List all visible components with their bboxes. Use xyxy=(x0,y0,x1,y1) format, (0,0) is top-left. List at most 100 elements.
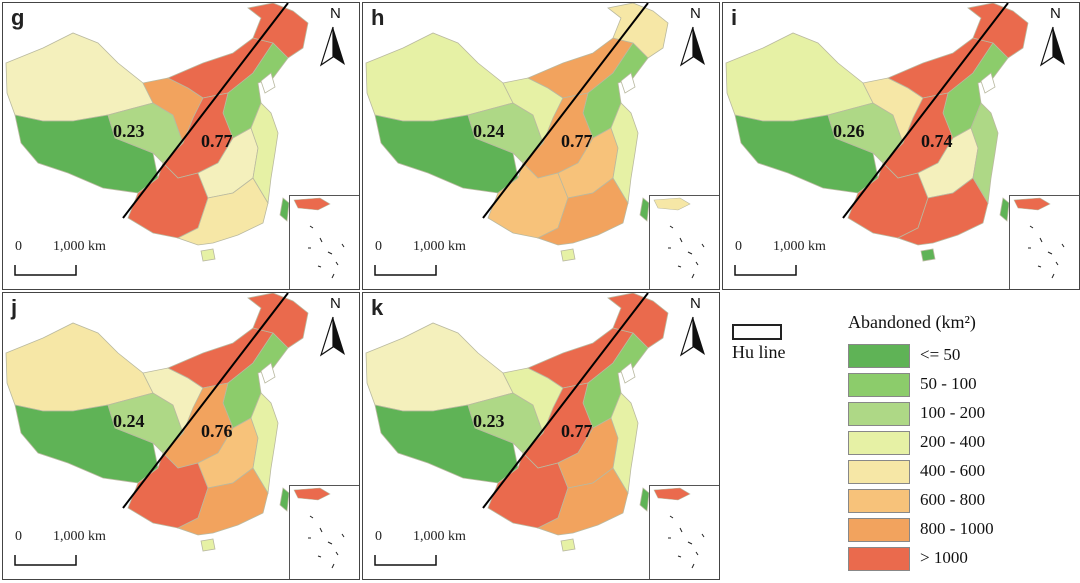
region-xinjiang xyxy=(5,32,154,122)
region-hainan xyxy=(560,248,576,262)
hu-line xyxy=(122,293,289,509)
north-letter: N xyxy=(690,5,701,22)
hu-line-swatch xyxy=(732,324,782,340)
west-ratio-label: 0.24 xyxy=(473,121,505,141)
north-arrow-icon xyxy=(319,26,345,67)
panel-letter: j xyxy=(11,295,18,320)
legend-swatch xyxy=(848,344,910,368)
scale-bar-distance: 1,000 km xyxy=(773,239,826,254)
south-china-sea-islands-icon xyxy=(293,487,345,569)
west-ratio-label: 0.23 xyxy=(473,411,505,431)
scale-bar-distance: 1,000 km xyxy=(413,529,466,544)
region-east xyxy=(610,392,639,495)
north-arrow-icon xyxy=(319,316,345,357)
north-arrow-icon xyxy=(679,316,705,357)
legend-label: 800 - 1000 xyxy=(920,519,994,538)
south-china-sea-inset xyxy=(649,195,719,289)
map-panel-j: j 0.24 0.76 N 0 1,000 km xyxy=(2,292,360,580)
hu-line-label: Hu line xyxy=(732,342,786,362)
region-east xyxy=(610,102,639,205)
map-panel-i: i 0.26 0.74 N 0 1,000 km xyxy=(722,2,1080,290)
legend-label: 400 - 600 xyxy=(920,461,986,480)
scale-bar-distance: 1,000 km xyxy=(53,239,106,254)
region-xinjiang xyxy=(725,32,874,122)
north-letter: N xyxy=(330,5,341,22)
region-taiwan xyxy=(639,197,650,222)
scale-bar-distance: 1,000 km xyxy=(53,529,106,544)
panel-letter: h xyxy=(371,5,385,30)
region-east xyxy=(250,392,279,495)
region-xinjiang xyxy=(365,32,514,122)
region-taiwan xyxy=(279,197,290,222)
hu-line xyxy=(842,3,1009,219)
region-east xyxy=(250,102,279,205)
hu-line xyxy=(482,293,649,509)
scale-bar-icon xyxy=(374,555,437,566)
legend-title: Abandoned (km²) xyxy=(848,312,976,332)
south-china-sea-islands-icon xyxy=(653,197,705,279)
china-map xyxy=(365,3,705,276)
east-ratio-label: 0.76 xyxy=(201,421,233,441)
scale-bar-zero: 0 xyxy=(735,239,742,254)
bohai-sea xyxy=(260,72,276,94)
legend-swatch xyxy=(848,460,910,484)
hu-line xyxy=(122,3,289,219)
scale-bar-icon xyxy=(14,555,77,566)
legend-swatch xyxy=(848,402,910,426)
east-ratio-label: 0.74 xyxy=(921,131,953,151)
south-china-sea-islands-icon xyxy=(1013,197,1065,279)
region-hainan xyxy=(200,248,216,262)
panel-letter: g xyxy=(11,5,25,30)
china-map xyxy=(365,293,705,566)
region-hainan xyxy=(920,248,936,262)
north-letter: N xyxy=(690,295,701,312)
legend-label: <= 50 xyxy=(920,345,961,364)
region-taiwan xyxy=(639,487,650,512)
north-letter: N xyxy=(1050,5,1061,22)
east-ratio-label: 0.77 xyxy=(201,131,233,151)
region-hainan xyxy=(560,538,576,552)
east-ratio-label: 0.77 xyxy=(561,131,593,151)
scale-bar-icon xyxy=(374,265,437,276)
scale-bar-icon xyxy=(14,265,77,276)
map-panel-k: k 0.23 0.77 N 0 1,000 km xyxy=(362,292,720,580)
legend-swatch xyxy=(848,373,910,397)
south-china-sea-inset xyxy=(649,485,719,579)
legend: Hu line Abandoned (km²) <= 50 50 - 100 100… xyxy=(718,292,1078,580)
north-arrow-icon xyxy=(679,26,705,67)
scale-bar-icon xyxy=(734,265,797,276)
west-ratio-label: 0.24 xyxy=(113,411,145,431)
china-map xyxy=(5,3,345,276)
legend-label: 100 - 200 xyxy=(920,403,986,422)
south-china-sea-inset xyxy=(289,485,359,579)
legend-label: 200 - 400 xyxy=(920,432,986,451)
scale-bar-distance: 1,000 km xyxy=(413,239,466,254)
south-china-sea-inset xyxy=(1009,195,1079,289)
panel-letter: k xyxy=(371,295,384,320)
map-panel-h: h 0.24 0.77 N 0 1,000 km xyxy=(362,2,720,290)
china-map xyxy=(5,293,345,566)
legend-swatch xyxy=(848,489,910,513)
scale-bar-zero: 0 xyxy=(15,529,22,544)
china-map xyxy=(725,3,1065,276)
east-ratio-label: 0.77 xyxy=(561,421,593,441)
south-china-sea-islands-icon xyxy=(653,487,705,569)
scale-bar-zero: 0 xyxy=(375,529,382,544)
legend-label: 50 - 100 xyxy=(920,374,977,393)
region-taiwan xyxy=(279,487,290,512)
west-ratio-label: 0.23 xyxy=(113,121,145,141)
region-xinjiang xyxy=(365,322,514,412)
bohai-sea xyxy=(980,72,996,94)
legend-label: > 1000 xyxy=(920,548,968,567)
region-xinjiang xyxy=(5,322,154,412)
south-china-sea-islands-icon xyxy=(293,197,345,279)
legend-label: 600 - 800 xyxy=(920,490,986,509)
scale-bar-zero: 0 xyxy=(15,239,22,254)
bohai-sea xyxy=(620,72,636,94)
panel-letter: i xyxy=(731,5,738,30)
bohai-sea xyxy=(620,362,636,384)
hu-line xyxy=(482,3,649,219)
bohai-sea xyxy=(260,362,276,384)
north-letter: N xyxy=(330,295,341,312)
scale-bar-zero: 0 xyxy=(375,239,382,254)
